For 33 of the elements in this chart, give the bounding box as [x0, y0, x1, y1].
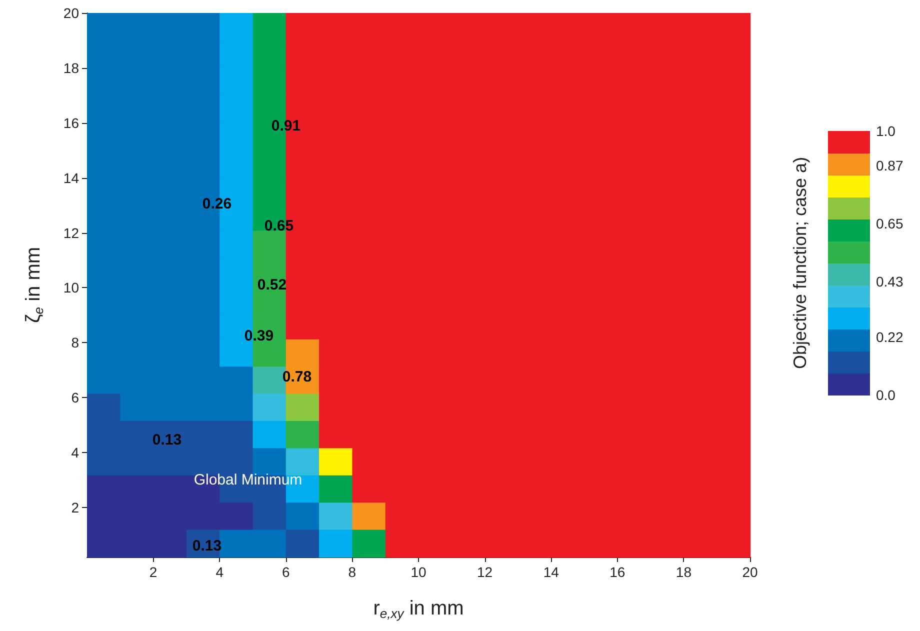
- annotation: 0.26: [202, 196, 232, 212]
- color-bar-label: 0.43: [876, 273, 904, 290]
- color-bar-label: 1.0: [876, 123, 896, 139]
- color-bar-title: Objective function; case a): [790, 156, 810, 370]
- x-tick-label: 10: [410, 564, 426, 580]
- x-tick-label: 6: [282, 564, 290, 580]
- y-tick-label: 14: [63, 170, 80, 186]
- y-tick-label: 20: [63, 5, 80, 21]
- x-tick-label: 4: [216, 564, 224, 580]
- x-tick-label: 16: [610, 564, 626, 580]
- annotation: 0.13: [192, 538, 222, 554]
- color-bar-label: 0.87: [876, 157, 904, 174]
- color-bar-label: 0.0: [876, 387, 896, 403]
- y-tick-label: 4: [71, 444, 80, 461]
- x-tick-label: 14: [543, 564, 560, 580]
- y-tick-label: 12: [63, 224, 80, 241]
- y-tick-label: 10: [63, 280, 80, 296]
- x-tick-label: 18: [676, 564, 692, 580]
- y-axis-title: ζe in mm: [22, 246, 46, 324]
- color-bar-label: 0.22: [876, 328, 904, 345]
- color-bar-label: 0.65: [876, 215, 904, 232]
- x-tick-label: 8: [348, 564, 356, 580]
- y-tick-label: 6: [71, 390, 80, 406]
- x-tick-label: 12: [477, 564, 493, 580]
- y-tick-label: 2: [71, 500, 80, 516]
- y-tick-label: 16: [63, 114, 80, 131]
- x-tick-label: 2: [149, 564, 158, 580]
- annotation: 0.13: [152, 432, 182, 448]
- x-tick-label: 20: [742, 564, 758, 580]
- y-tick-label: 8: [71, 334, 80, 351]
- annotation: 0.52: [257, 276, 287, 294]
- annotation: Global Minimum: [194, 472, 302, 488]
- y-tick-label: 18: [63, 60, 80, 76]
